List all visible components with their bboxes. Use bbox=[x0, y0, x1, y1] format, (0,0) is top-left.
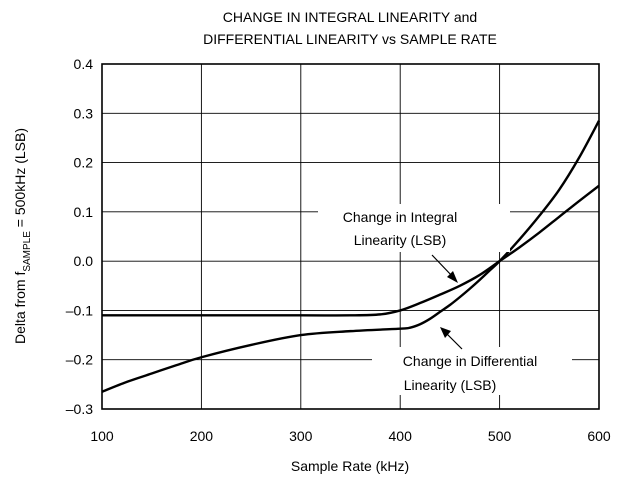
y-tick-label: 0.2 bbox=[74, 155, 94, 171]
x-tick-label: 200 bbox=[190, 428, 214, 444]
differential-label-background bbox=[372, 347, 572, 395]
chart-title-line-2: DIFFERENTIAL LINEARITY vs SAMPLE RATE bbox=[203, 31, 497, 47]
chart-title-line-1: CHANGE IN INTEGRAL LINEARITY and bbox=[223, 9, 477, 25]
y-tick-label: 0.1 bbox=[74, 204, 94, 220]
integral-label-line-1: Change in Integral bbox=[343, 209, 457, 225]
x-axis-label: Sample Rate (kHz) bbox=[291, 458, 409, 474]
integral-arrow-head bbox=[447, 271, 458, 283]
y-tick-label: –0.1 bbox=[66, 302, 93, 318]
differential-label-line-2: Linearity (LSB) bbox=[404, 377, 497, 393]
y-axis-label: Delta from fSAMPLE = 500kHz (LSB) bbox=[12, 128, 33, 344]
x-tick-label: 600 bbox=[587, 428, 611, 444]
x-tick-label: 100 bbox=[90, 428, 114, 444]
differential-linearity-curve bbox=[101, 120, 601, 393]
y-axis-label-subscript: SAMPLE bbox=[22, 231, 33, 272]
x-tick-label: 500 bbox=[488, 428, 512, 444]
y-tick-label: 0.3 bbox=[74, 105, 94, 121]
differential-arrow-line bbox=[445, 332, 463, 350]
x-tick-label: 400 bbox=[389, 428, 413, 444]
grid bbox=[102, 64, 599, 409]
y-tick-label: –0.2 bbox=[66, 352, 93, 368]
y-tick-label: 0.4 bbox=[74, 56, 94, 72]
y-tick-labels: –0.3 –0.2 –0.1 0.0 0.1 0.2 0.3 0.4 bbox=[66, 56, 93, 417]
x-tick-label: 300 bbox=[289, 428, 313, 444]
integral-arrow-line bbox=[431, 254, 454, 278]
integral-linearity-curve bbox=[101, 184, 600, 317]
x-tick-labels: 100 200 300 400 500 600 bbox=[90, 428, 611, 444]
integral-label-line-2: Linearity (LSB) bbox=[354, 232, 447, 248]
series-curves bbox=[101, 120, 601, 393]
y-axis-label-prefix: Delta from f bbox=[12, 272, 28, 344]
integral-label-background bbox=[318, 204, 510, 252]
y-axis-label-suffix: = 500kHz (LSB) bbox=[12, 128, 28, 231]
y-tick-label: –0.3 bbox=[66, 401, 93, 417]
differential-arrow-head bbox=[440, 327, 451, 338]
differential-label-line-1: Change in Differential bbox=[403, 353, 537, 369]
y-tick-label: 0.0 bbox=[74, 253, 94, 269]
plot-frame bbox=[101, 63, 600, 410]
